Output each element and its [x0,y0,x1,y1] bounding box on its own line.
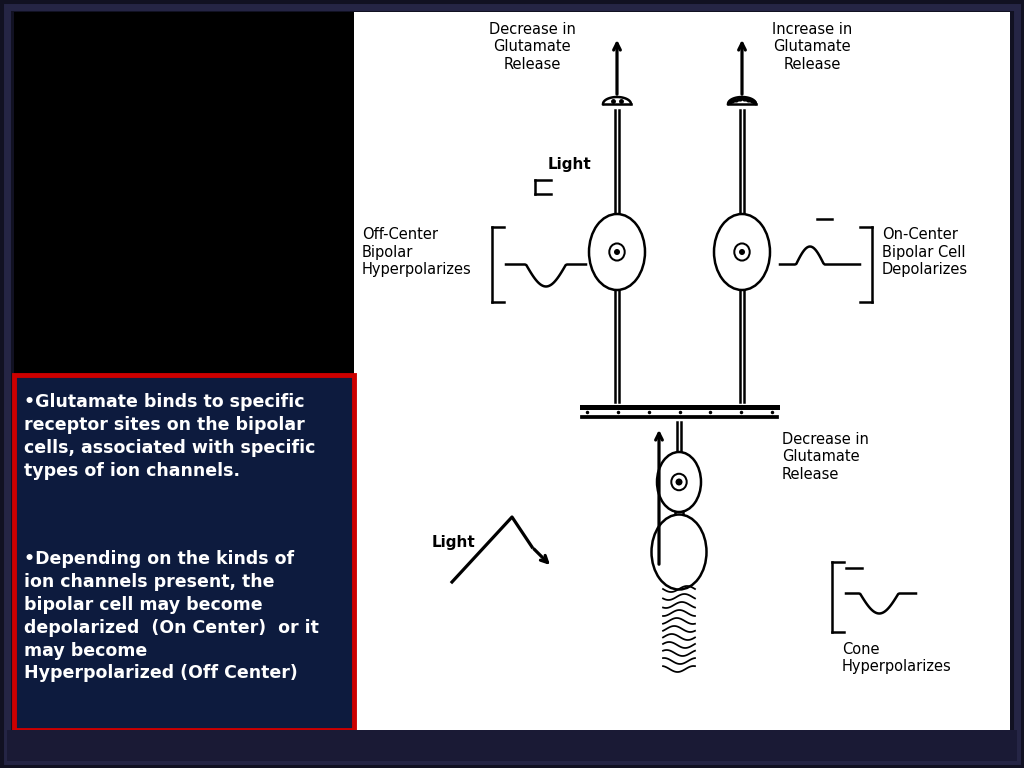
Circle shape [739,249,745,255]
Ellipse shape [714,214,770,290]
Text: •Depending on the kinds of
ion channels present, the
bipolar cell may become
dep: •Depending on the kinds of ion channels … [24,550,318,683]
Text: Light: Light [432,535,476,549]
Ellipse shape [651,515,707,590]
Ellipse shape [589,214,645,290]
Bar [14,12,354,377]
Ellipse shape [672,474,687,490]
Text: On-Center
Bipolar Cell
Depolarizes: On-Center Bipolar Cell Depolarizes [882,227,968,277]
Ellipse shape [609,243,625,260]
Circle shape [676,478,683,485]
Bar [14,375,354,730]
Bar [352,12,1010,730]
Text: Increase in
Glutamate
Release: Increase in Glutamate Release [772,22,852,71]
Text: Decrease in
Glutamate
Release: Decrease in Glutamate Release [782,432,869,482]
Text: Cone
Hyperpolarizes: Cone Hyperpolarizes [842,642,951,674]
Text: •Glutamate binds to specific
receptor sites on the bipolar
cells, associated wit: •Glutamate binds to specific receptor si… [24,393,315,480]
Text: Light: Light [548,157,592,172]
Bar [7,730,1017,761]
Circle shape [614,249,620,255]
Ellipse shape [734,243,750,260]
Text: Decrease in
Glutamate
Release: Decrease in Glutamate Release [488,22,575,71]
Text: Off-Center
Bipolar
Hyperpolarizes: Off-Center Bipolar Hyperpolarizes [362,227,472,277]
Ellipse shape [657,452,701,512]
